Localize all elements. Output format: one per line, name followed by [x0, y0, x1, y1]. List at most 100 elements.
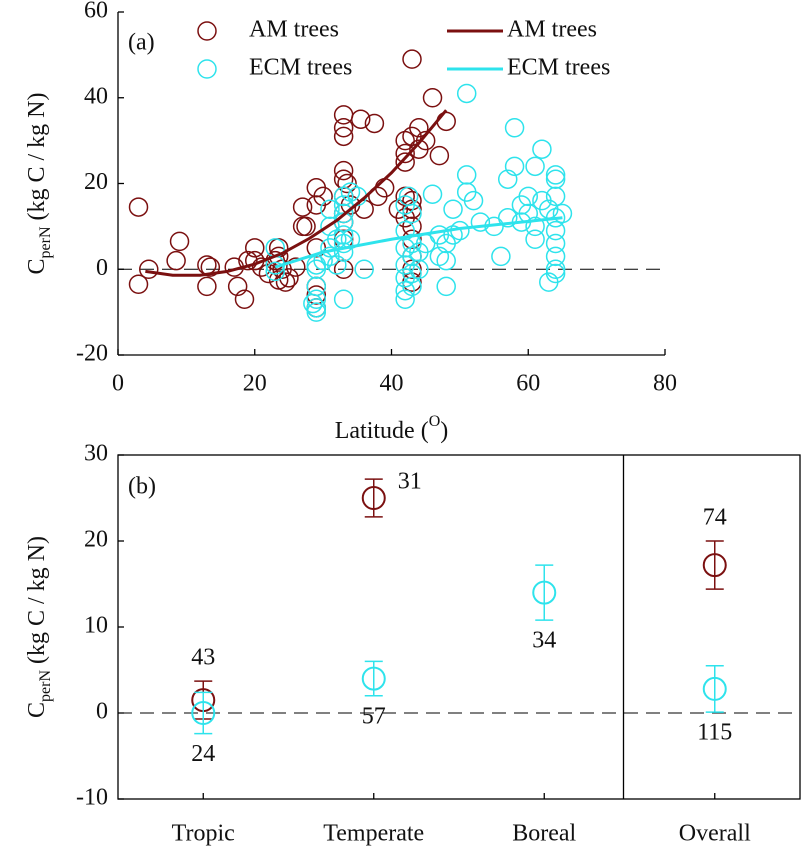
- mean-marker: [702, 553, 727, 578]
- y-label-rest: (kg C / kg N): [24, 93, 50, 227]
- data-point: [395, 130, 415, 151]
- data-point: [545, 246, 566, 267]
- data-point: [525, 229, 545, 249]
- data-point: [545, 165, 566, 185]
- fit-line: [145, 109, 448, 277]
- data-point: [422, 184, 443, 204]
- data-point: [251, 257, 272, 277]
- mean-marker: [532, 580, 557, 605]
- data-point: [395, 289, 415, 310]
- count-label: 57: [362, 703, 386, 729]
- legend-label: ECM trees: [249, 55, 352, 81]
- y-tick-label: 0: [96, 255, 108, 281]
- y-label-rest: (kg C / kg N): [24, 536, 50, 670]
- data-point: [166, 250, 186, 271]
- count-label: 43: [191, 645, 215, 671]
- data-point: [197, 276, 217, 297]
- y-label-main: C: [24, 702, 50, 718]
- data-point: [395, 220, 415, 241]
- data-point: [491, 246, 511, 267]
- data-point: [545, 263, 566, 284]
- error-bar: [194, 691, 213, 735]
- x-tick-label: 60: [516, 371, 540, 397]
- x-label-sup: O: [429, 413, 441, 430]
- data-point: [333, 160, 354, 181]
- data-point: [545, 259, 566, 279]
- data-point: [238, 250, 258, 271]
- data-point: [545, 220, 566, 241]
- data-point: [296, 216, 316, 237]
- data-point: [350, 109, 371, 129]
- data-point: [422, 88, 443, 108]
- data-point: [429, 145, 450, 166]
- data-point: [436, 250, 456, 271]
- y-tick-label: 20: [84, 169, 108, 195]
- data-point: [532, 139, 552, 159]
- data-point: [402, 203, 422, 224]
- data-point: [504, 156, 525, 177]
- data-point: [504, 118, 525, 138]
- x-tick-label: 80: [653, 371, 677, 397]
- data-point: [286, 257, 306, 277]
- data-point: [306, 289, 327, 310]
- data-point: [552, 203, 573, 224]
- data-point: [395, 152, 415, 172]
- data-point: [364, 113, 385, 134]
- mean-marker: [361, 486, 386, 510]
- data-point: [327, 255, 347, 275]
- data-point: [275, 272, 296, 292]
- count-label: 24: [191, 741, 215, 767]
- data-point: [333, 289, 354, 310]
- y-tick-label: 30: [84, 441, 108, 467]
- y-label-main: C: [24, 258, 50, 274]
- data-point: [279, 268, 299, 288]
- data-point: [354, 199, 374, 219]
- data-point: [443, 199, 463, 219]
- data-point: [139, 259, 159, 279]
- x-tick-label: Temperate: [323, 821, 424, 847]
- x-axis-label: Latitude (O): [335, 413, 449, 444]
- data-point: [402, 276, 422, 297]
- y-tick-label: 0: [96, 699, 108, 725]
- data-point: [306, 302, 327, 322]
- data-point: [128, 274, 149, 295]
- count-label: 34: [532, 628, 556, 654]
- y-tick-label: -20: [76, 341, 108, 367]
- data-point: [333, 203, 354, 224]
- mean-marker: [702, 676, 727, 701]
- data-point: [227, 276, 248, 297]
- x-tick-label: 40: [380, 371, 404, 397]
- data-point: [456, 165, 477, 185]
- legend-marker: [197, 21, 217, 41]
- mean-marker: [361, 666, 386, 691]
- data-point: [306, 238, 327, 258]
- data-point: [313, 186, 333, 207]
- y-tick-label: 60: [84, 0, 108, 24]
- legend-marker: [197, 59, 217, 79]
- y-label-sub: perN: [37, 670, 54, 702]
- error-bar: [364, 478, 383, 518]
- data-point: [497, 169, 518, 189]
- y-tick-label: 10: [84, 613, 108, 639]
- y-tick-label: 20: [84, 527, 108, 553]
- data-point: [463, 190, 484, 211]
- data-point: [306, 298, 327, 318]
- error-bar: [364, 660, 383, 697]
- panel-label: (a): [128, 30, 155, 56]
- count-label: 115: [697, 720, 732, 746]
- data-point: [265, 261, 286, 282]
- mean-marker: [191, 701, 216, 725]
- data-point: [545, 186, 566, 207]
- data-point: [436, 276, 456, 297]
- plot-frame: [117, 454, 801, 800]
- data-point: [470, 212, 491, 232]
- legend-label: ECM trees: [507, 55, 610, 81]
- data-point: [354, 259, 374, 279]
- data-point: [525, 156, 545, 177]
- data-point: [545, 233, 566, 254]
- data-point: [409, 118, 429, 138]
- data-point: [525, 216, 545, 237]
- x-tick-label: 20: [243, 371, 267, 397]
- data-point: [545, 169, 566, 189]
- data-point: [497, 208, 518, 228]
